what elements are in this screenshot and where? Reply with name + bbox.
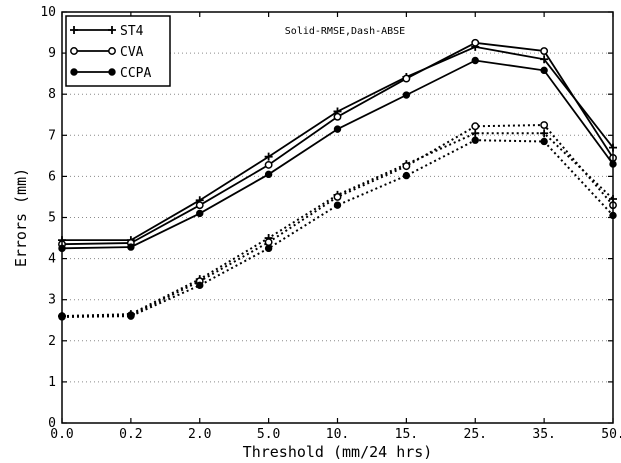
legend-label: ST4 xyxy=(120,24,144,39)
data-point xyxy=(333,201,342,209)
y-tick-label: 9 xyxy=(48,46,56,61)
series-line xyxy=(61,59,614,250)
y-tick-label: 1 xyxy=(48,375,56,390)
data-point xyxy=(333,193,342,201)
data-point xyxy=(264,152,273,161)
legend-marker xyxy=(70,26,78,34)
y-tick-label: 4 xyxy=(48,252,56,267)
series-line xyxy=(61,123,614,318)
data-point xyxy=(540,137,548,146)
legend-marker xyxy=(70,47,78,55)
x-tick-label: 35. xyxy=(532,427,555,442)
y-tick-label: 3 xyxy=(48,293,56,308)
legend-entry-cva: CVA xyxy=(70,45,144,60)
data-point xyxy=(127,243,135,251)
series-line xyxy=(61,139,614,318)
legend-marker xyxy=(108,68,116,76)
legend-marker xyxy=(70,68,78,76)
data-point xyxy=(402,74,411,83)
y-tick-label: 5 xyxy=(48,211,56,226)
data-point xyxy=(540,129,549,138)
legend-entry-ccpa: CCPA xyxy=(70,66,151,81)
data-point xyxy=(471,122,480,131)
legend-marker xyxy=(108,47,116,55)
y-axis-label: Errors (mm) xyxy=(12,168,30,267)
data-point xyxy=(264,160,273,169)
data-point xyxy=(127,312,135,320)
data-point xyxy=(540,47,549,55)
series-st4-abse xyxy=(58,129,617,321)
grid-lines xyxy=(62,52,613,383)
data-point xyxy=(540,66,548,75)
legend-entry-st4: ST4 xyxy=(70,24,144,39)
data-point xyxy=(402,171,411,180)
legend-label: CCPA xyxy=(120,66,151,81)
data-point xyxy=(471,136,479,144)
data-point xyxy=(540,55,549,64)
data-point xyxy=(333,112,342,121)
y-tick-label: 8 xyxy=(48,87,56,102)
chart-annotation: Solid-RMSE,Dash-ABSE xyxy=(285,26,405,37)
x-tick-label: 25. xyxy=(464,427,487,442)
data-point xyxy=(471,129,480,138)
x-tick-label: 50. xyxy=(601,427,621,442)
x-tick-label: 2.0 xyxy=(188,427,211,442)
x-tick-label: 15. xyxy=(395,427,418,442)
x-tick-label: 0.0 xyxy=(50,427,73,442)
x-tick-label: 10. xyxy=(326,427,349,442)
data-point xyxy=(471,56,479,65)
series-cva-abse xyxy=(58,121,617,321)
data-point xyxy=(471,38,480,47)
series-line xyxy=(61,132,614,318)
data-point xyxy=(264,244,273,253)
series-ccpa-abse xyxy=(58,136,617,321)
data-point xyxy=(540,121,549,129)
y-tick-label: 6 xyxy=(48,169,56,184)
y-tick-label: 7 xyxy=(48,128,56,143)
x-tick-label: 5.0 xyxy=(257,427,280,442)
x-axis-label: Threshold (mm/24 hrs) xyxy=(243,443,433,461)
legend: ST4 CVA CCPA xyxy=(65,15,171,87)
data-point xyxy=(195,201,204,210)
legend-label: CVA xyxy=(120,45,144,60)
axes: 0 1 2 3 4 5 6 7 8 9 10 0.0 0.2 2.0 5.0 10. 15. 25. 35. 50. xyxy=(40,5,621,442)
x-tick-label: 0.2 xyxy=(119,427,142,442)
data-point xyxy=(264,238,273,247)
data-point xyxy=(196,209,204,218)
data-point xyxy=(196,281,204,290)
y-tick-label: 2 xyxy=(48,334,56,349)
legend-marker xyxy=(108,26,116,34)
data-point xyxy=(402,91,411,99)
data-point xyxy=(264,170,273,179)
data-point xyxy=(333,125,342,133)
data-point xyxy=(402,162,411,171)
y-tick-label: 0 xyxy=(48,416,56,431)
y-tick-label: 10 xyxy=(40,5,56,20)
